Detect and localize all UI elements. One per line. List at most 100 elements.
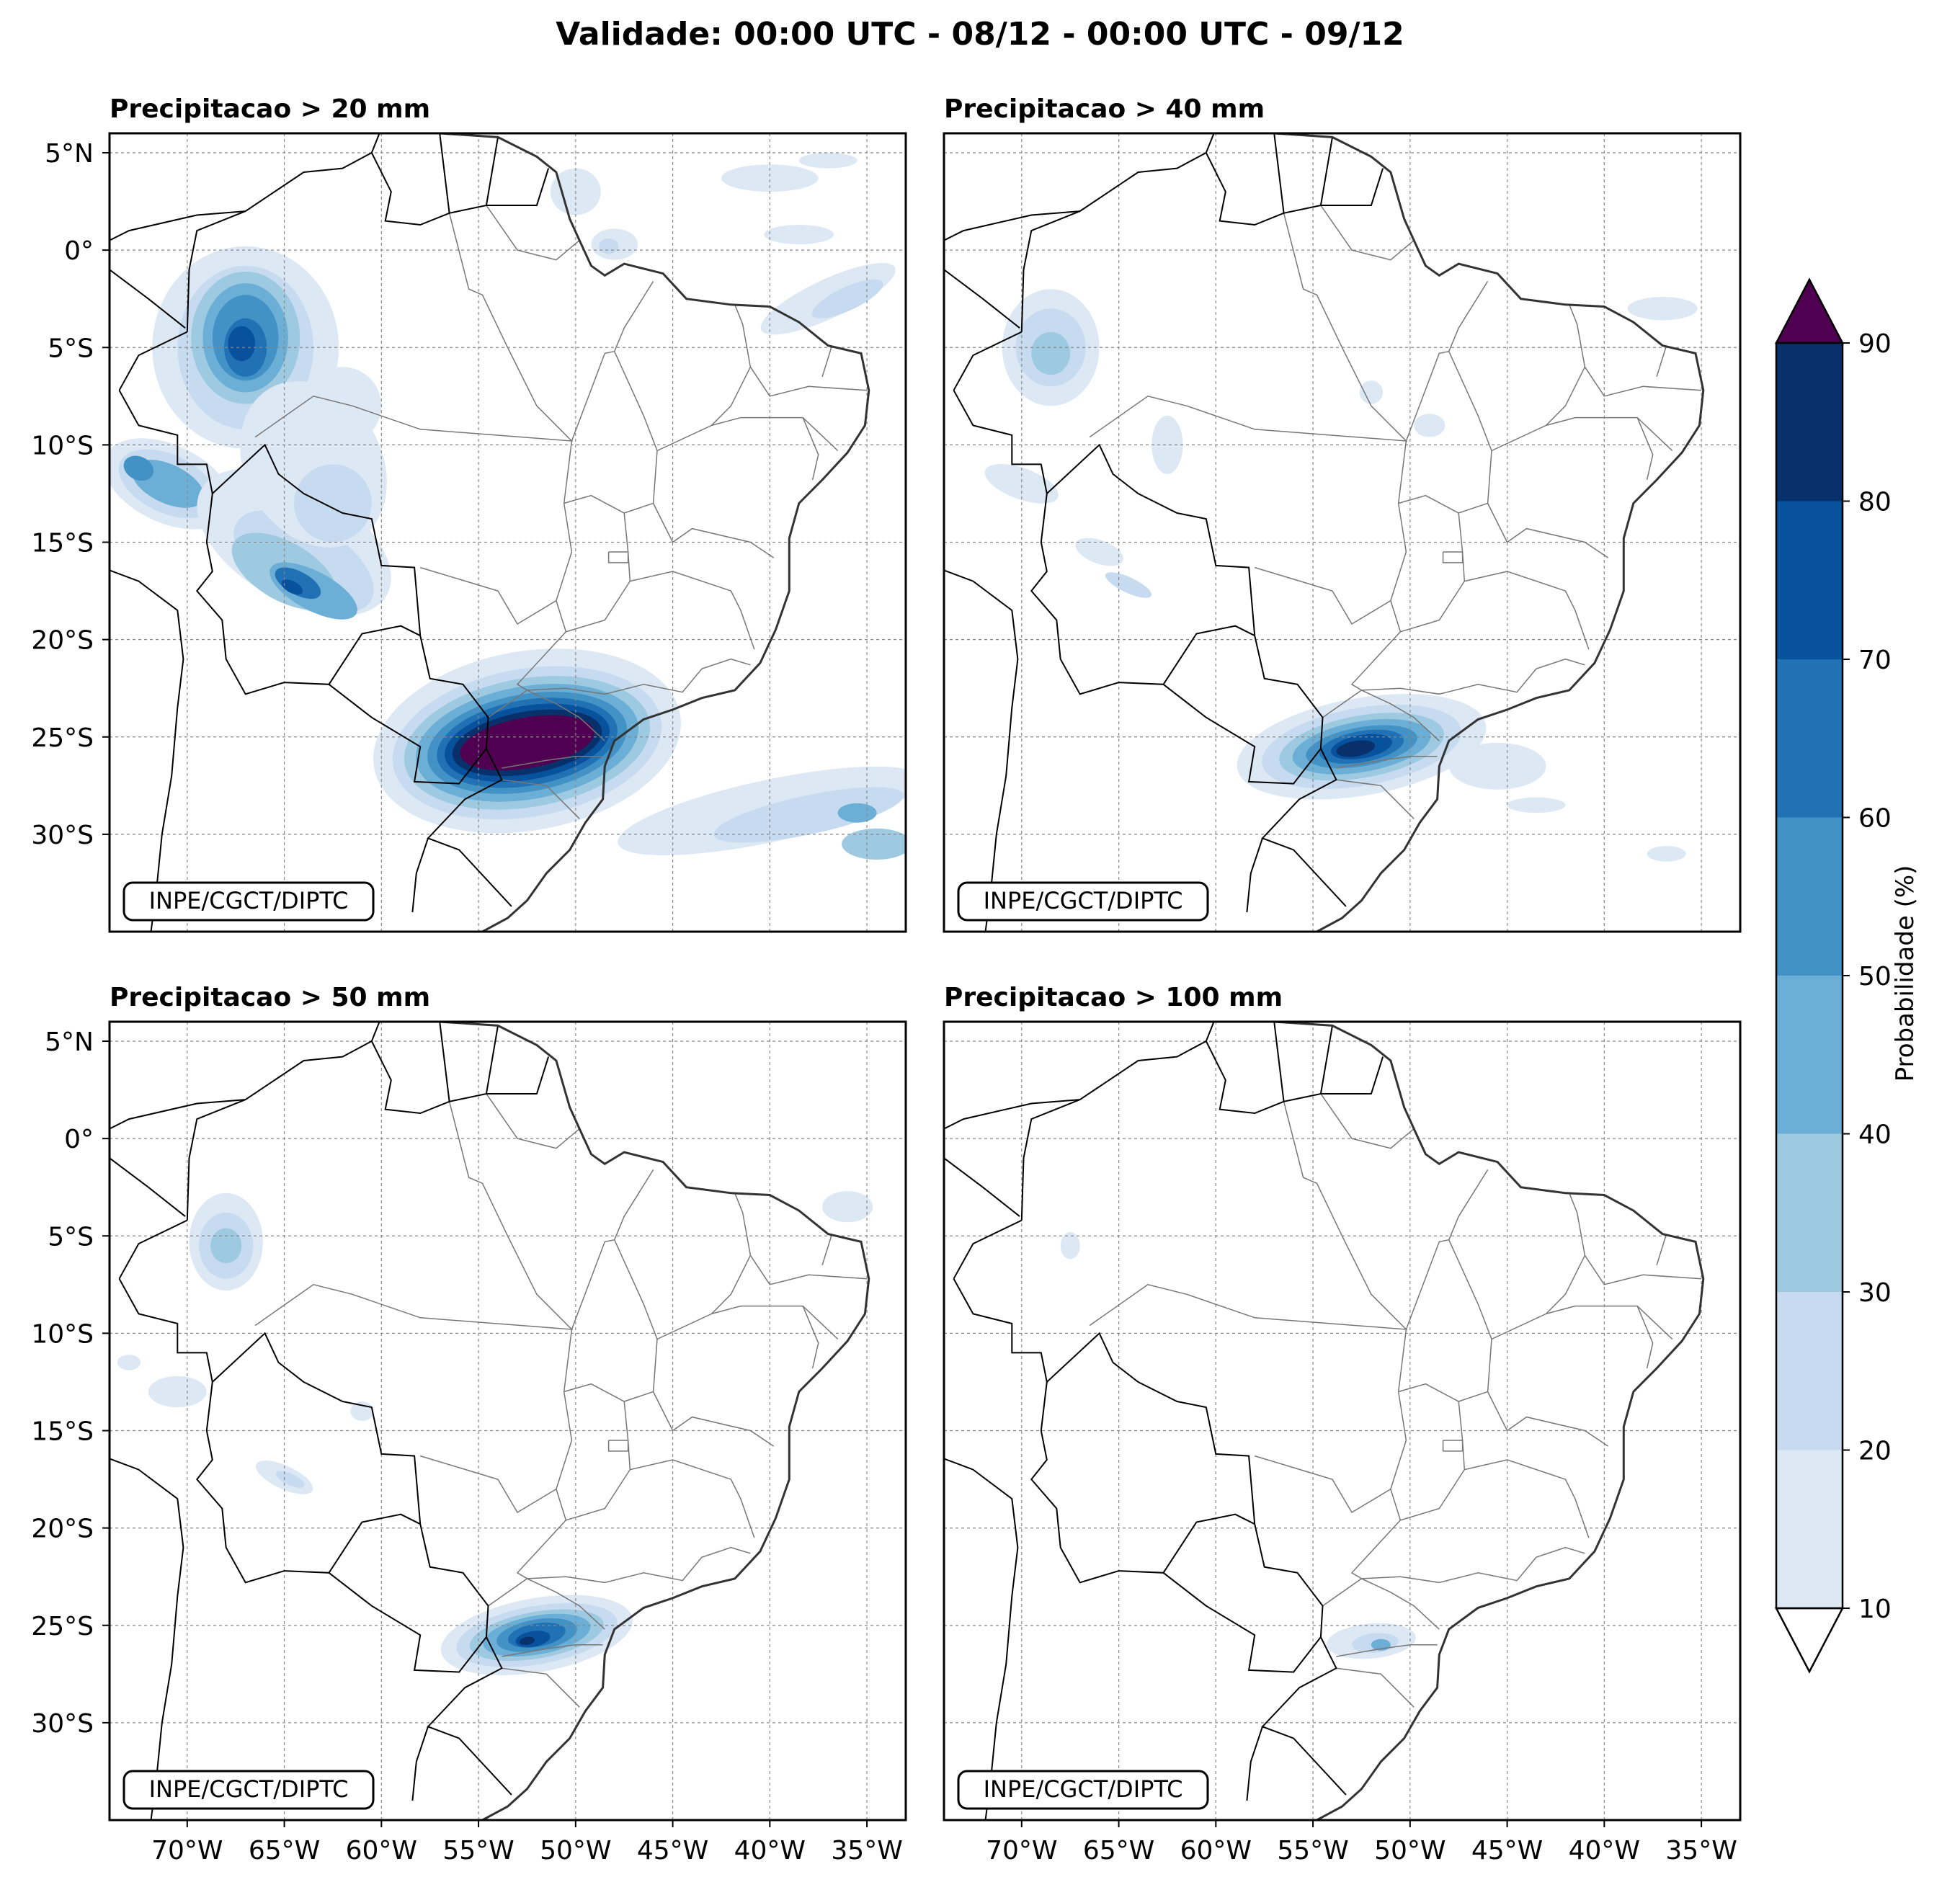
panel-title: Precipitacao > 40 mm: [944, 94, 1265, 124]
state-border: [1546, 1305, 1673, 1340]
atlantic-coastline: [1272, 133, 1705, 932]
lat-label: 0°: [64, 1125, 94, 1154]
state-border: [1322, 690, 1362, 718]
probability-contour: [822, 1191, 873, 1223]
country-border: [1205, 133, 1215, 153]
colorbar-segment: [1776, 817, 1843, 976]
state-border: [1636, 417, 1654, 481]
state-border: [516, 1520, 751, 1584]
state-border: [1089, 1101, 1408, 1330]
probability-contour: [1627, 297, 1698, 321]
lat-label: 25°S: [31, 1612, 94, 1641]
state-border: [1350, 631, 1585, 695]
colorbar-tick-label: 70: [1858, 646, 1892, 675]
country-border: [1030, 493, 1255, 695]
probability-field: [110, 153, 906, 860]
panel-title: Precipitacao > 20 mm: [110, 94, 430, 124]
country-border: [953, 390, 1347, 907]
country-border: [186, 151, 550, 332]
country-border: [411, 837, 429, 913]
lat-label: 5°S: [48, 1222, 94, 1252]
country-border: [944, 210, 1080, 241]
map-background: [110, 1022, 906, 1820]
map-background: [944, 133, 1740, 932]
state-border: [1336, 1644, 1438, 1657]
credit-box: INPE/CGCT/DIPTC: [957, 881, 1209, 922]
state-border: [556, 512, 631, 633]
state-border: [630, 571, 755, 650]
state-border: [614, 281, 654, 352]
state-border: [486, 1093, 580, 1149]
lon-label: 40°W: [734, 1836, 806, 1865]
state-border: [1491, 1192, 1586, 1340]
state-border: [821, 345, 833, 378]
lat-label: 5°S: [48, 334, 94, 363]
credit-text: INPE/CGCT/DIPTC: [149, 887, 349, 914]
probability-contour: [210, 1228, 242, 1264]
panel-precip-50mm: Precipitacao > 50 mm INPE/CGCT/DIPTC 5°N 0…: [0, 983, 907, 1865]
credit-text: INPE/CGCT/DIPTC: [984, 887, 1183, 914]
state-border: [711, 416, 839, 452]
state-border: [1487, 1391, 1609, 1447]
state-border: [1487, 503, 1609, 558]
probability-contour: [275, 1471, 305, 1488]
country-border: [1319, 1025, 1333, 1094]
probability-contour: [1647, 846, 1686, 862]
colorbar-tick-label: 30: [1858, 1278, 1892, 1308]
country-border: [485, 137, 499, 206]
country-border: [1319, 137, 1333, 206]
probability-contour: [1031, 331, 1071, 375]
colorbar-segment: [1776, 1133, 1843, 1292]
country-border: [439, 133, 450, 213]
state-border: [502, 1667, 580, 1708]
state-border: [711, 1305, 839, 1340]
pacific-coastline: [944, 1380, 1019, 1820]
federal-district-border: [607, 551, 629, 563]
federal-district-border: [1442, 551, 1464, 563]
probability-contour: [1075, 538, 1123, 566]
probability-contour: [1359, 380, 1384, 404]
credit-frame: [122, 881, 375, 922]
probability-contour: [721, 164, 819, 192]
state-border: [1336, 756, 1438, 769]
probability-field: [1060, 1231, 1416, 1659]
lon-label: 60°W: [1180, 1836, 1252, 1865]
panel-frame: [943, 1020, 1742, 1822]
lat-label: 25°S: [31, 723, 94, 753]
state-border: [652, 1391, 775, 1447]
lat-label: 30°S: [31, 821, 94, 850]
colorbar-tick-label: 60: [1858, 804, 1892, 834]
country-border: [118, 390, 512, 907]
state-border: [749, 1254, 868, 1285]
probability-contour: [123, 455, 154, 481]
country-border: [196, 493, 421, 695]
state-border: [802, 1306, 819, 1369]
state-border: [1361, 1578, 1440, 1630]
country-border: [370, 133, 380, 153]
pacific-coastline: [110, 269, 186, 329]
colorbar-tick-label: 40: [1858, 1120, 1892, 1150]
country-border: [1030, 1381, 1255, 1584]
probability-contour: [519, 1636, 535, 1646]
probability-contour: [1507, 797, 1566, 813]
graticule: [944, 1022, 1740, 1820]
probability-contour: [1152, 415, 1183, 474]
lat-label: 20°S: [31, 626, 94, 656]
map-background: [944, 1022, 1740, 1820]
panel-title: Precipitacao > 50 mm: [110, 983, 430, 1012]
pacific-coastline: [110, 1380, 184, 1820]
country-border: [0, 1149, 110, 1190]
probability-contour: [713, 787, 904, 843]
lon-label: 50°W: [1374, 1836, 1446, 1865]
state-border: [630, 1459, 755, 1538]
pacific-coastline: [110, 1157, 186, 1217]
panel-precip-40mm: Precipitacao > 40 mm INPE/CGCT/DIPTC: [943, 94, 1742, 933]
country-borders: [110, 133, 870, 932]
state-border: [1546, 416, 1673, 452]
country-border: [953, 331, 1023, 391]
country-border: [1162, 1572, 1322, 1673]
lon-label: 35°W: [831, 1836, 902, 1865]
probability-contour: [460, 715, 594, 771]
probability-contour: [764, 225, 834, 244]
panel-frame: [943, 132, 1742, 933]
